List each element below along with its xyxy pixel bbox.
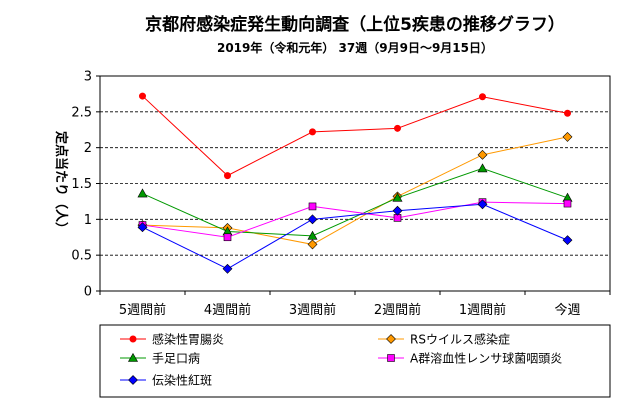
legend-label: 伝染性紅斑 xyxy=(152,373,212,388)
y-tick-label: 2 xyxy=(84,141,92,156)
y-axis-label: 定点当たり（人） xyxy=(53,130,69,235)
series-line xyxy=(142,95,568,177)
data-point xyxy=(562,235,573,246)
y-tick-label: 2.5 xyxy=(71,105,92,120)
data-point xyxy=(309,128,316,136)
x-tick-label: 2週間前 xyxy=(374,302,421,318)
data-point xyxy=(477,163,488,173)
x-tick-label: 5週間前 xyxy=(119,302,166,318)
data-point xyxy=(224,172,231,180)
series-line xyxy=(142,201,568,238)
data-point xyxy=(308,202,317,211)
x-tick-label: 今週 xyxy=(554,302,580,318)
legend-marker xyxy=(387,354,395,362)
legend-marker xyxy=(129,335,137,343)
data-point xyxy=(392,205,403,216)
x-tick-label: 4週間前 xyxy=(204,302,251,318)
data-point xyxy=(223,233,232,242)
data-point xyxy=(392,192,403,202)
chart-subtitle: 2019年（令和元年） 37週（9月9日～9月15日） xyxy=(217,40,493,55)
data-point xyxy=(139,92,146,100)
y-tick-label: 3 xyxy=(84,70,92,85)
data-point xyxy=(477,199,488,210)
y-tick-label: 1 xyxy=(84,213,92,228)
chart-title: 京都府感染症発生動向調査（上位5疾患の推移グラフ） xyxy=(145,14,565,35)
data-point xyxy=(222,263,233,274)
data-point xyxy=(137,188,148,198)
series-line xyxy=(142,136,568,245)
data-point xyxy=(394,124,401,132)
legend-box xyxy=(99,324,611,398)
legend-label: A群溶血性レンサ球菌咽頭炎 xyxy=(410,351,562,366)
legend-label: 手足口病 xyxy=(152,351,200,366)
data-point xyxy=(564,109,571,117)
y-axis-ticks: 0 0.5 1 1.5 2 2.5 3 xyxy=(71,70,100,300)
x-axis-ticks: 5週間前 4週間前 3週間前 2週間前 1週間前 今週 xyxy=(99,291,611,318)
x-tick-label: 3週間前 xyxy=(289,302,336,318)
x-tick-label: 1週間前 xyxy=(459,302,506,318)
legend-marker xyxy=(386,334,396,344)
data-point xyxy=(137,222,148,233)
y-tick-label: 0 xyxy=(84,285,92,300)
legend-label: RSウイルス感染症 xyxy=(410,332,510,347)
data-point xyxy=(563,199,572,208)
series-lines xyxy=(137,92,573,274)
series-line xyxy=(142,167,568,237)
y-tick-label: 0.5 xyxy=(71,249,92,264)
legend-marker xyxy=(128,375,138,385)
data-point xyxy=(307,230,318,240)
data-point xyxy=(562,131,573,142)
series-line xyxy=(142,203,568,270)
data-point xyxy=(307,214,318,225)
data-point xyxy=(307,239,318,250)
data-point xyxy=(477,149,488,160)
data-point xyxy=(479,93,486,101)
legend-label: 感染性胃腸炎 xyxy=(152,332,224,347)
grid-lines xyxy=(100,111,610,256)
legend-marker xyxy=(127,352,139,362)
y-tick-label: 1.5 xyxy=(71,177,92,192)
